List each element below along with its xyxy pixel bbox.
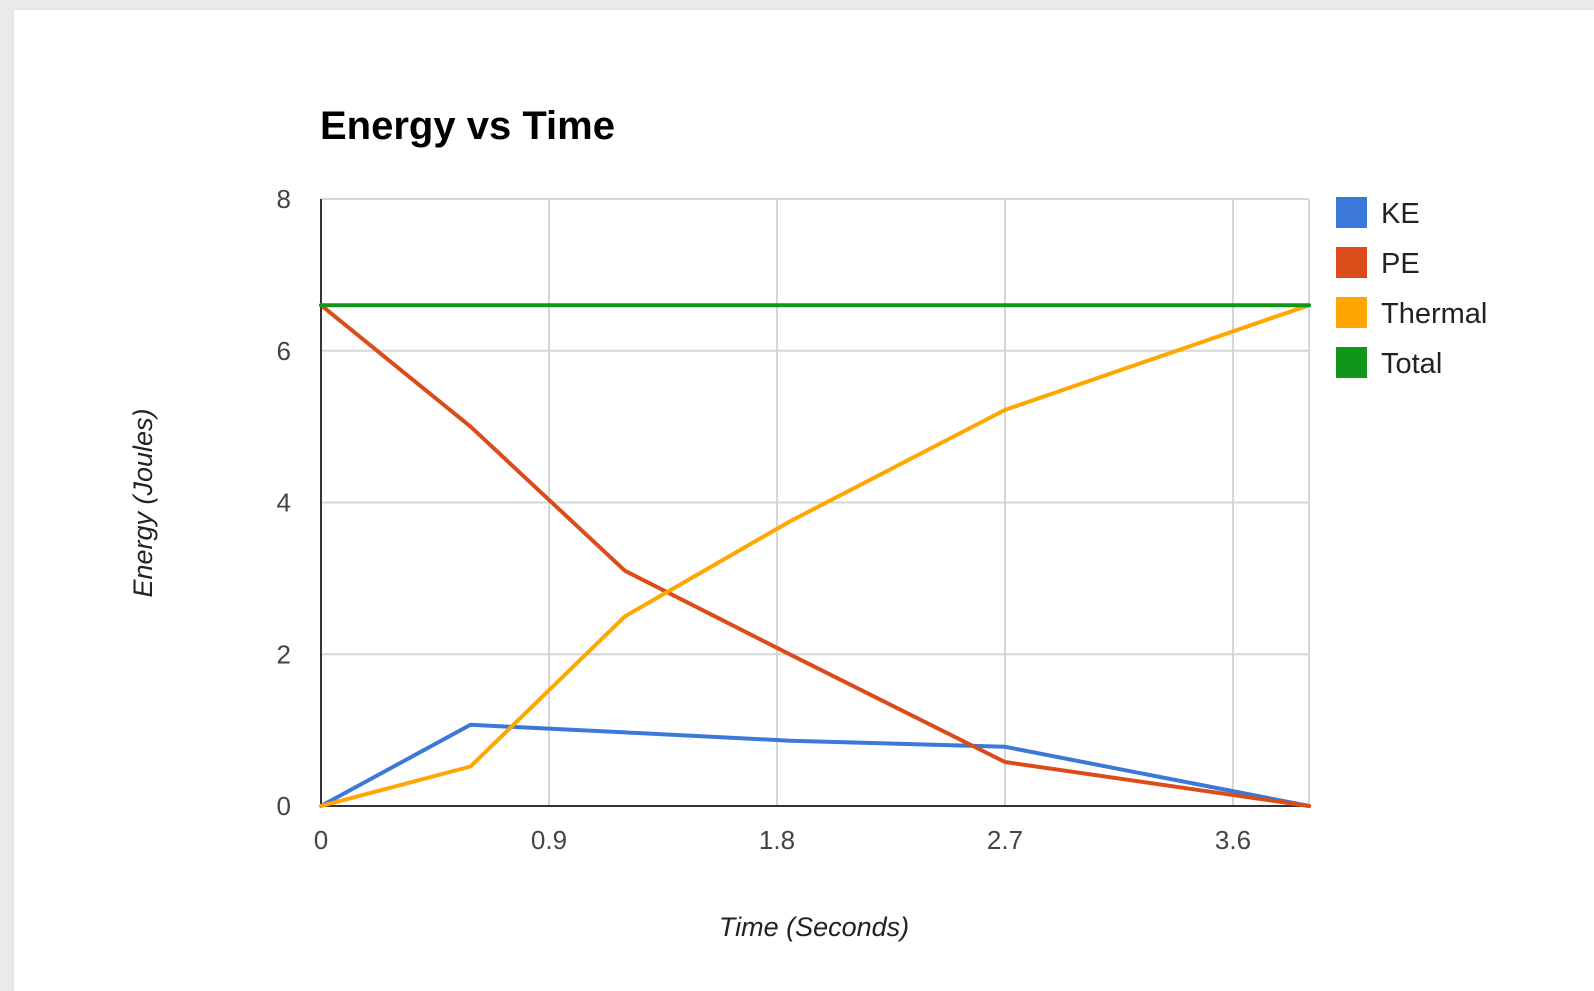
chart-title: Energy vs Time [320,104,615,148]
legend: KE PE Thermal Total [1336,197,1487,380]
legend-label-thermal: Thermal [1381,298,1487,330]
y-tick-label: 4 [277,488,291,518]
grid-layer [321,198,1310,806]
y-tick-label: 8 [277,184,291,214]
x-tick-label: 1.8 [759,825,795,855]
axis-layer: 0 2 4 6 8 0 0.9 1.8 2.7 3.6 [277,184,1309,855]
y-tick-label: 0 [277,791,291,821]
x-tick-label: 2.7 [987,825,1023,855]
y-tick-label: 2 [277,639,291,669]
x-tick-label: 0 [314,825,328,855]
legend-label-pe: PE [1381,248,1420,280]
x-tick-label: 0.9 [531,825,567,855]
legend-swatch-total [1336,347,1367,378]
legend-label-ke: KE [1381,198,1420,230]
legend-swatch-ke [1336,197,1367,228]
series-line-thermal [319,303,1311,808]
legend-label-total: Total [1381,348,1442,380]
legend-swatch-thermal [1336,297,1367,328]
y-axis-title: Energy (Joules) [128,408,158,597]
x-axis-title: Time (Seconds) [719,912,909,942]
series-line-ke [319,722,1311,808]
chart-card [14,10,1594,991]
x-tick-label: 3.6 [1215,825,1251,855]
series-layer [319,303,1311,808]
legend-swatch-pe [1336,247,1367,278]
series-line-pe [319,303,1311,808]
y-tick-label: 6 [277,336,291,366]
